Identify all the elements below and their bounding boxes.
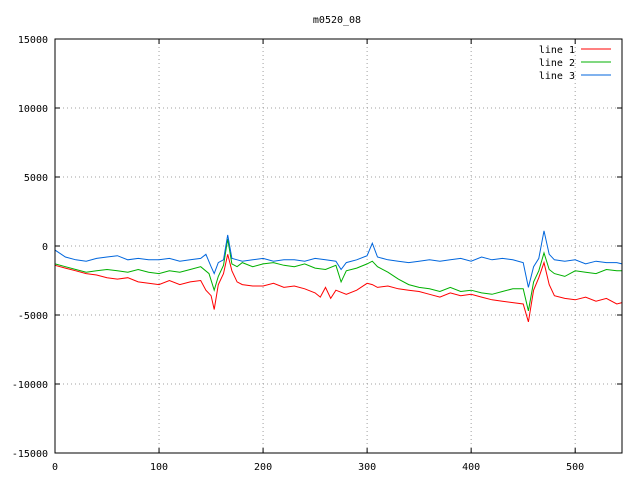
x-tick-label: 400 [462,462,480,473]
axes: 0 100 200 300 400 500 -15000 -10000 -5000 0 5000 10… [12,35,622,473]
y-tick-label: 5000 [24,173,48,184]
series-layer [54,230,623,323]
y-tick-label: -10000 [12,380,48,391]
x-tick-label: 0 [52,462,58,473]
x-tick-label: 300 [358,462,376,473]
plot-frame [54,38,623,454]
x-tick-label: 100 [150,462,168,473]
x-tick-label: 500 [566,462,584,473]
legend-label-3: line 3 [539,71,575,82]
y-tick-label: -5000 [18,311,48,322]
y-tick-label: -15000 [12,449,48,460]
x-tick-label: 200 [254,462,272,473]
legend-label-1: line 1 [539,45,575,56]
y-tick-label: 10000 [18,104,48,115]
y-tick-label: 0 [42,242,48,253]
y-tick-label: 15000 [18,35,48,46]
grid-lines [55,39,622,453]
series-line-1 [54,254,623,323]
legend-label-2: line 2 [539,58,575,69]
chart-title: m0520_08 [313,15,361,26]
legend: line 1 line 2 line 3 [539,45,611,82]
series-line-3 [54,230,623,288]
series-line-2 [54,239,622,312]
